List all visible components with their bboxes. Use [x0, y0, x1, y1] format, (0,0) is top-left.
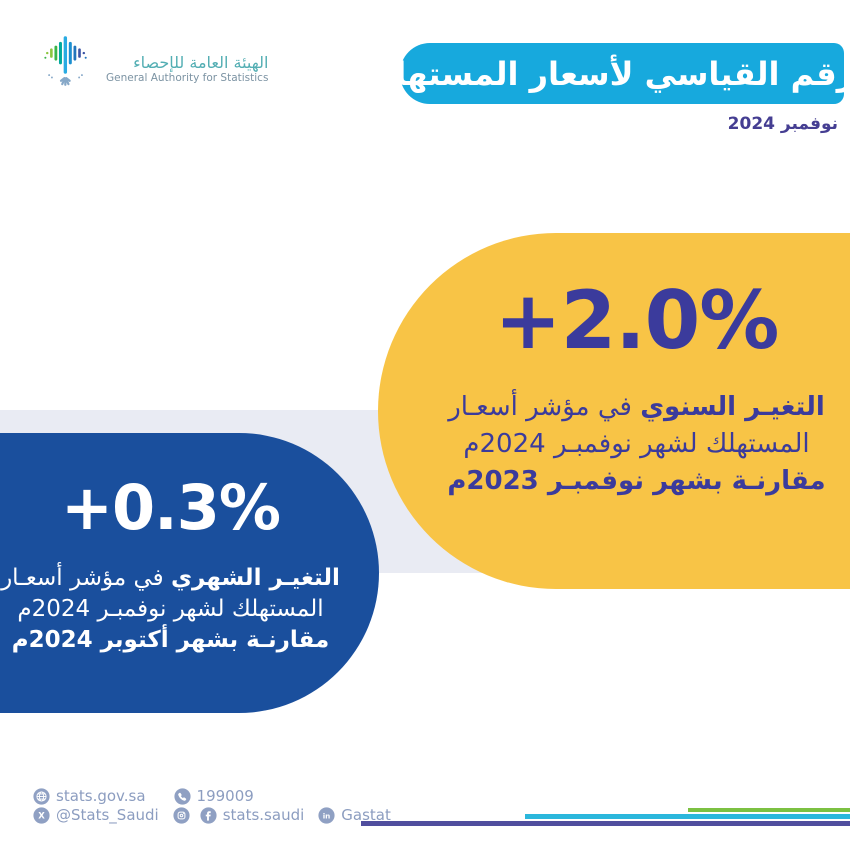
logo-name-english: General Authority for Statistics	[106, 72, 269, 85]
monthly-change-description: التغيـر الشهري في مؤشر أسعـار المستهلك ل…	[0, 563, 341, 656]
accent-line-cyan	[525, 814, 850, 819]
monthly-change-value: +0.3%	[61, 471, 281, 544]
phone-text: 199009	[196, 787, 254, 805]
monthly-change-line2: المستهلك لشهر نوفمبـر 2024م	[17, 596, 324, 622]
footer-contact-row-2: X @Stats_Saudi stats.saudi in Gastat	[33, 806, 391, 824]
logo-name-arabic: الهيئة العامة للإحصاء	[133, 52, 269, 72]
x-handle-text: @Stats_Saudi	[56, 806, 159, 824]
globe-icon	[33, 787, 50, 805]
website-text: stats.gov.sa	[56, 787, 146, 805]
linkedin-handle-text: Gastat	[341, 806, 391, 824]
monthly-change-label: التغيـر الشهري	[170, 565, 340, 591]
accent-line-purple	[361, 821, 850, 826]
social-handle-text: stats.saudi	[222, 806, 305, 824]
annual-change-line1: في مؤشر أسعـار	[448, 392, 632, 422]
monthly-change-line3: مقارنـة بشهر أكتوبر 2024م	[11, 627, 330, 653]
linkedin-link[interactable]: in Gastat	[318, 806, 391, 824]
phone-icon	[173, 787, 191, 805]
website-link[interactable]: stats.gov.sa	[33, 787, 146, 805]
title-banner: الرقم القياسي لأسعار المستهلك	[364, 43, 850, 104]
annual-change-label: التغيـر السنوي	[640, 392, 825, 422]
gastat-palm-icon	[44, 36, 87, 86]
phone-contact[interactable]: 199009	[173, 787, 254, 805]
facebook-icon	[200, 806, 217, 824]
report-month: نوفمبر 2024	[727, 114, 838, 134]
x-twitter-icon: X	[33, 806, 50, 824]
footer-contact-row-1: stats.gov.sa 199009	[33, 787, 254, 805]
x-social-link[interactable]: X @Stats_Saudi	[33, 806, 159, 824]
page-title: الرقم القياسي لأسعار المستهلك	[364, 54, 850, 93]
monthly-change-card: +0.3% التغيـر الشهري في مؤشر أسعـار المس…	[0, 433, 379, 713]
linkedin-icon: in	[318, 806, 335, 824]
annual-change-card: +2.0% التغيـر السنوي في مؤشر أسعـار المس…	[378, 233, 850, 589]
svg-text:X: X	[38, 811, 45, 821]
instagram-facebook-link[interactable]: stats.saudi	[173, 806, 305, 824]
annual-change-line2: المستهلك لشهر نوفمبـر 2024م	[463, 429, 810, 459]
annual-change-description: التغيـر السنوي في مؤشر أسعـار المستهلك ل…	[423, 389, 850, 500]
annual-change-line3: مقارنـة بشهر نوفمبـر 2023م	[447, 466, 826, 496]
svg-text:in: in	[323, 811, 331, 820]
annual-change-value: +2.0%	[494, 274, 780, 367]
instagram-icon	[173, 806, 190, 824]
monthly-change-line1: في مؤشر أسعـار	[1, 565, 164, 591]
accent-line-green	[688, 808, 850, 812]
gastat-logo: الهيئة العامة للإحصاء General Authority …	[36, 34, 268, 104]
